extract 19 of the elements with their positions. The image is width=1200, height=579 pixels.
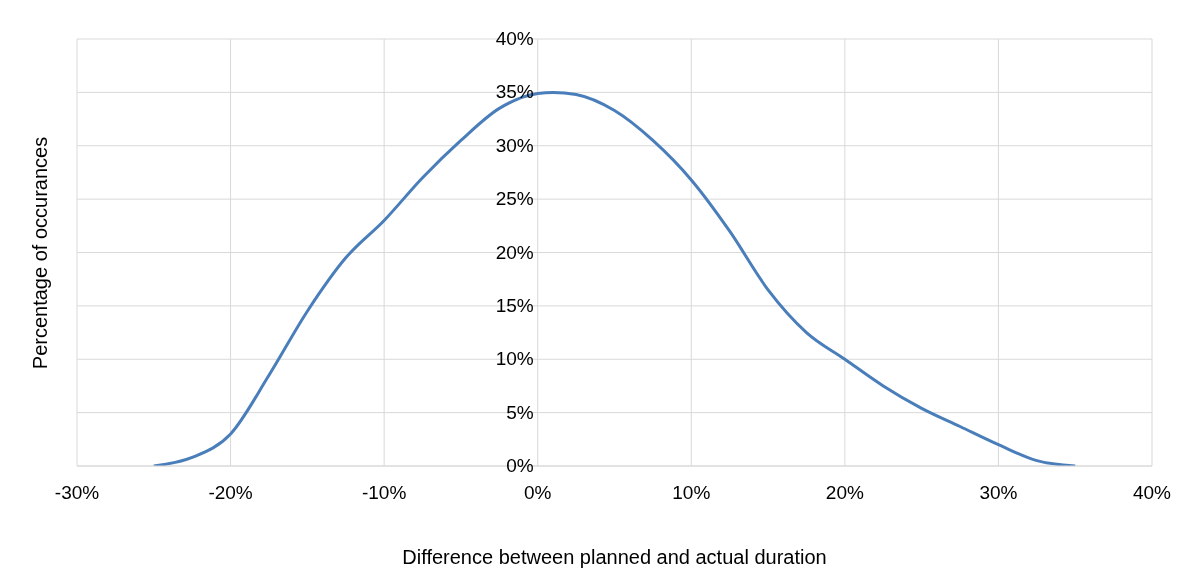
y-tick-label: 35% <box>495 81 534 103</box>
x-tick-label: 20% <box>825 482 864 504</box>
x-tick-label: 30% <box>979 482 1018 504</box>
y-tick-label: 30% <box>495 134 534 156</box>
y-tick-label: 5% <box>506 401 534 423</box>
x-tick-label: -30% <box>54 482 100 504</box>
x-tick-label: -20% <box>208 482 253 504</box>
x-tick-label: -10% <box>361 482 407 504</box>
x-tick-label: 0% <box>523 482 552 504</box>
y-tick-label: 25% <box>495 188 534 210</box>
x-axis-title: Difference between planned and actual duration <box>402 546 827 568</box>
y-tick-label: 0% <box>506 455 534 476</box>
x-tick-label: 10% <box>672 482 711 504</box>
y-axis-title: Percentage of occurances <box>28 136 52 369</box>
y-tick-label: 20% <box>495 241 534 263</box>
y-tick-label: 40% <box>495 28 534 49</box>
x-tick-label: 40% <box>1132 482 1172 504</box>
y-tick-label: 10% <box>495 348 534 370</box>
y-tick-label: 15% <box>495 294 534 316</box>
